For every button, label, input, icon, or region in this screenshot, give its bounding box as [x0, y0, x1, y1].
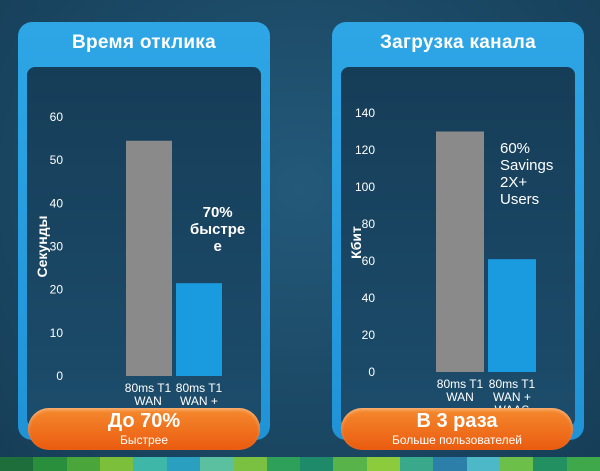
stripe-segment: [233, 457, 267, 471]
annotation-line: 2X+: [500, 174, 528, 191]
stripe-segment: [166, 457, 200, 471]
y-tick-label: 120: [355, 143, 375, 157]
pill-headline: В 3 раза: [416, 410, 498, 432]
bar: [488, 259, 536, 372]
annotation-line: Savings: [500, 157, 554, 174]
annotation-line: е: [213, 238, 222, 255]
y-tick-label: 20: [50, 283, 64, 297]
panel-title: Загрузка канала: [379, 32, 537, 53]
y-tick-label: 100: [355, 180, 375, 194]
y-tick-label: 50: [50, 153, 64, 167]
category-label-line: 80ms T1: [125, 381, 172, 395]
bar: [176, 283, 222, 376]
annotation-line: 60%: [500, 140, 531, 157]
y-tick-label: 30: [50, 240, 64, 254]
response-time-panel: Время отклика 0 10 20 30 40 50 60 Секунды 80ms T…: [18, 22, 270, 440]
y-tick-label: 140: [355, 106, 375, 120]
y-tick-label: 40: [50, 196, 64, 210]
category-label-line: 80ms T1: [489, 377, 536, 391]
y-tick-label: 60: [50, 110, 64, 124]
link-utilization-panel: Загрузка канала 0 20 40 60 80 100 120 140 Кбит 80…: [332, 22, 584, 440]
y-tick-label: 0: [368, 365, 375, 379]
bar: [436, 131, 484, 372]
stripe-segment: [199, 457, 234, 471]
category-label: 80ms T1 WAN: [437, 377, 484, 404]
y-tick-label: 0: [56, 369, 63, 383]
stripe-segment: [66, 457, 100, 471]
annotation-line: Users: [500, 191, 540, 208]
speedup-annotation: 70% быстре е: [190, 204, 245, 255]
summary-pill-faster: До 70% Быстрее: [28, 408, 260, 450]
y-tick-label: 60: [362, 254, 376, 268]
stripe-segment: [533, 457, 567, 471]
bar: [126, 140, 172, 376]
category-label-line: WAN: [134, 394, 162, 408]
category-label-line: WAN +: [180, 394, 218, 408]
chart-area: 0 10 20 30 40 50 60 Секунды 80ms T1 WAN 80ms T1 WAN…: [27, 67, 261, 427]
y-axis-label: Секунды: [34, 216, 50, 278]
pill-headline: До 70%: [107, 410, 181, 432]
category-label-line: WAN: [446, 390, 474, 404]
decorative-stripe-bar: [0, 457, 600, 471]
stripe-segment: [566, 457, 600, 471]
category-label-line: 80ms T1: [437, 377, 484, 391]
y-tick-label: 80: [362, 217, 376, 231]
savings-annotation: 60% Savings 2X+ Users: [500, 140, 553, 208]
y-tick-label: 40: [362, 291, 376, 305]
category-label-line: 80ms T1: [176, 381, 223, 395]
summary-pill-users: В 3 раза Больше пользователей: [341, 408, 573, 450]
pill-caption: Быстрее: [119, 433, 169, 447]
stripe-segment: [33, 457, 67, 471]
stripe-segment: [399, 457, 434, 471]
stripe-segment: [366, 457, 400, 471]
pill-caption: Больше пользователей: [391, 433, 523, 447]
stripe-segment: [99, 457, 134, 471]
y-tick-label: 10: [50, 326, 64, 340]
annotation-line: быстре: [190, 221, 246, 238]
chart-area: 0 20 40 60 80 100 120 140 Кбит 80ms T1 WAN 80ms T1 W…: [341, 67, 575, 427]
annotation-line: 70%: [202, 204, 233, 221]
stripe-segment: [433, 457, 467, 471]
category-label: 80ms T1 WAN: [125, 381, 172, 408]
stripe-segment: [499, 457, 534, 471]
stripe-segment: [299, 457, 334, 471]
stripe-segment: [266, 457, 300, 471]
stripe-segment: [333, 457, 367, 471]
category-label-line: WAN +: [493, 390, 531, 404]
y-tick-label: 20: [362, 328, 376, 342]
y-axis-label: Кбит: [348, 226, 364, 259]
panel-title: Время отклика: [72, 32, 216, 53]
stripe-segment: [466, 457, 500, 471]
stripe-segment: [0, 457, 34, 471]
stripe-segment: [133, 457, 167, 471]
